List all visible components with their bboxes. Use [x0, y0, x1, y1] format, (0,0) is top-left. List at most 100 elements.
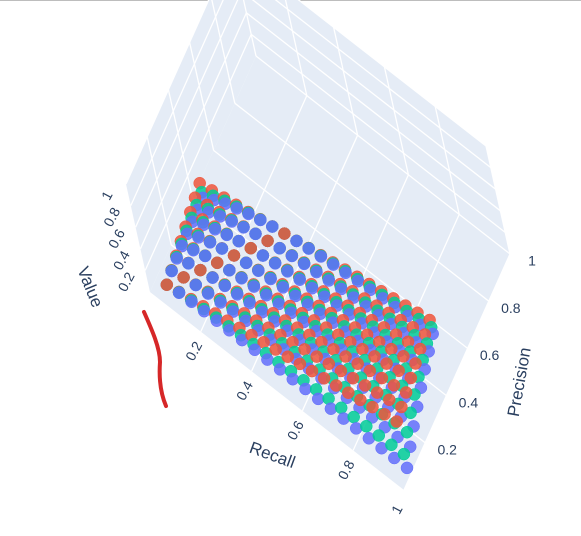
- data-point: [273, 242, 286, 255]
- data-point: [334, 364, 348, 378]
- data-point: [302, 242, 315, 255]
- data-point: [390, 415, 403, 428]
- data-point: [198, 249, 212, 263]
- data-point: [273, 363, 287, 376]
- data-point: [290, 234, 303, 248]
- data-point: [360, 419, 373, 433]
- data-point: [383, 393, 396, 407]
- precision-axis-title: Precision: [504, 346, 535, 418]
- value-tick-label: 0.6: [105, 226, 128, 251]
- data-point: [329, 379, 343, 392]
- data-point: [397, 350, 410, 363]
- recall-tick-label: 0.4: [233, 378, 256, 403]
- data-point: [413, 342, 427, 356]
- data-point: [208, 223, 222, 236]
- data-point: [237, 221, 250, 234]
- data-point: [210, 256, 224, 270]
- annotation-freehand-mark: [142, 310, 168, 408]
- data-point: [351, 357, 364, 370]
- data-point: [244, 241, 258, 255]
- data-point: [223, 264, 236, 277]
- data-point: [187, 243, 200, 257]
- data-point: [203, 236, 217, 249]
- data-point: [404, 406, 417, 420]
- data-point: [252, 264, 265, 278]
- data-point: [310, 350, 323, 363]
- data-point: [370, 386, 384, 399]
- data-point: [380, 357, 393, 370]
- grid-line: [434, 106, 460, 215]
- data-point: [281, 265, 294, 278]
- data-point: [363, 364, 377, 378]
- data-point: [261, 234, 274, 248]
- precision-tick-label: 0.4: [459, 394, 479, 410]
- data-point: [189, 278, 203, 292]
- grid-line: [130, 0, 224, 206]
- data-point: [285, 249, 299, 263]
- recall-tick-label: 0.6: [284, 418, 307, 443]
- data-point: [215, 242, 229, 255]
- data-point: [201, 287, 215, 300]
- data-point: [347, 410, 360, 424]
- data-point: [385, 342, 398, 356]
- data-point: [397, 447, 411, 461]
- grid-line: [332, 27, 359, 136]
- grid-line: [242, 0, 257, 57]
- data-point: [400, 425, 414, 439]
- data-point: [177, 271, 190, 284]
- data-point: [220, 228, 234, 242]
- grid-line: [274, 0, 492, 169]
- data-point: [387, 379, 401, 392]
- grid-line: [213, 149, 468, 349]
- data-point: [368, 350, 381, 363]
- value-tick-label: 0.2: [114, 269, 137, 294]
- recall-tick-label: 0.2: [182, 338, 205, 363]
- data-point: [182, 257, 195, 270]
- data-point: [378, 408, 391, 421]
- data-point: [298, 343, 311, 356]
- data-point: [399, 386, 413, 399]
- data-point: [172, 286, 186, 300]
- data-point: [170, 252, 184, 265]
- data-point: [197, 304, 211, 318]
- data-point: [210, 314, 224, 327]
- grid-line: [255, 55, 511, 255]
- data-point: [375, 371, 389, 385]
- data-point: [165, 264, 178, 278]
- data-point: [160, 278, 174, 291]
- data-point: [409, 357, 422, 370]
- grid-line: [144, 34, 252, 271]
- data-point: [227, 249, 241, 262]
- grid-line: [251, 0, 496, 190]
- data-point: [248, 343, 262, 357]
- data-point: [194, 263, 207, 277]
- data-point: [346, 371, 360, 385]
- data-point: [299, 382, 312, 396]
- grid-line: [246, 12, 501, 212]
- grid-line: [125, 0, 210, 185]
- data-point: [254, 213, 267, 227]
- data-point: [395, 400, 408, 414]
- grid-line: [383, 66, 410, 175]
- data-point: [266, 220, 279, 233]
- data-point: [293, 357, 307, 371]
- data-point: [342, 386, 355, 399]
- data-point: [206, 271, 219, 284]
- data-point: [225, 215, 239, 228]
- value-tick-label: 0.4: [110, 248, 133, 273]
- data-point: [231, 288, 244, 301]
- data-point: [256, 249, 270, 262]
- data-point: [404, 371, 418, 385]
- grid-line: [167, 89, 194, 198]
- data-point: [218, 279, 232, 293]
- data-point: [392, 364, 405, 378]
- value-tick-label: 0.8: [100, 204, 123, 229]
- grid-line: [297, 0, 487, 147]
- data-point: [242, 207, 255, 221]
- data-point: [314, 250, 328, 263]
- data-point: [192, 231, 205, 244]
- data-point: [278, 227, 291, 240]
- value-tick-label: 1: [98, 188, 116, 203]
- data-point: [276, 281, 290, 294]
